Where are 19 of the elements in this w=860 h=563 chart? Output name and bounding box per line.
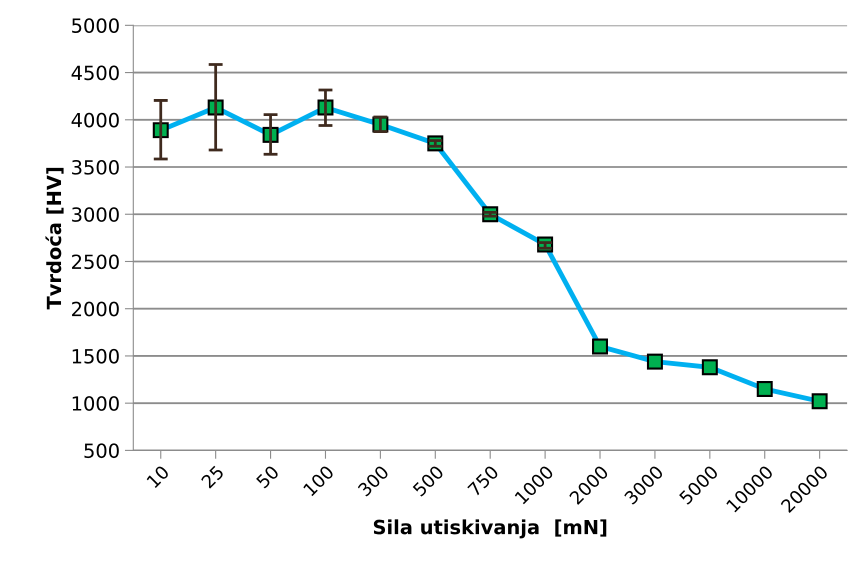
- x-tick-label: 500: [412, 464, 444, 497]
- x-tick-label: 25: [200, 464, 224, 489]
- y-tick-label: 4000: [72, 112, 119, 128]
- x-tick-label: 100: [302, 464, 335, 496]
- x-tick-label: 750: [467, 464, 500, 497]
- y-tick-label: 1000: [72, 396, 119, 411]
- y-tick-label: 500: [84, 443, 119, 458]
- y-tick-label: 4500: [72, 66, 119, 80]
- y-tick-label: 2500: [72, 254, 119, 270]
- y-axis-title: Tvrdoća [HV]: [45, 168, 64, 310]
- y-tick-label: 3000: [72, 207, 119, 222]
- y-tick-label: 1500: [72, 348, 119, 364]
- x-tick-label: 50: [256, 464, 280, 489]
- x-tick-label: 300: [357, 464, 390, 497]
- y-tick-label: 3500: [72, 160, 119, 175]
- y-tick-label: 5000: [72, 18, 119, 33]
- x-tick-label: 10: [146, 464, 170, 488]
- x-axis-title: Sila utiskivanja [mN]: [374, 519, 606, 538]
- y-tick-label: 2000: [72, 302, 119, 316]
